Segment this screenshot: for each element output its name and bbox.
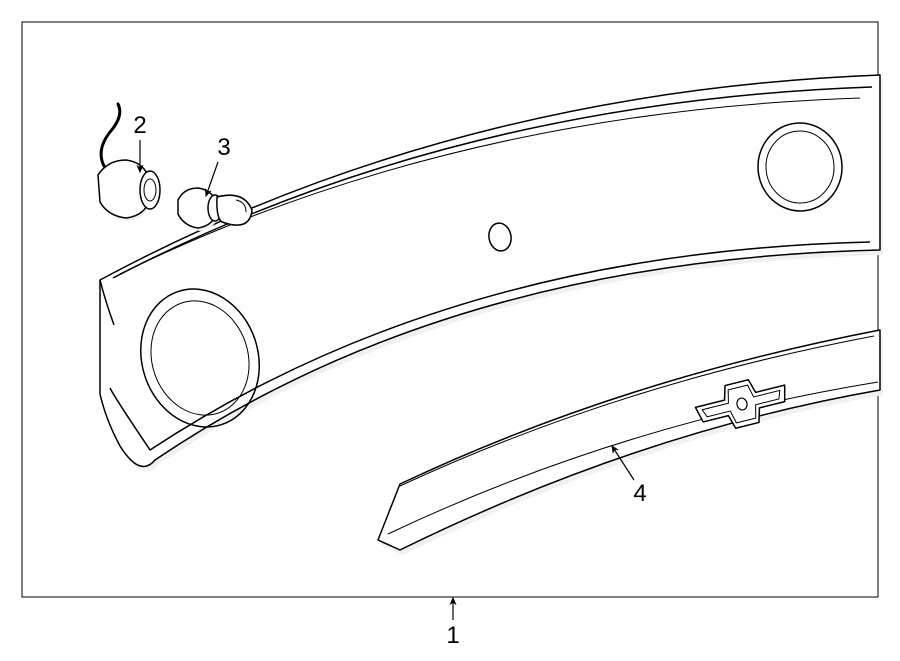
bulb-globe: [217, 195, 252, 225]
callout-label-3: 3: [217, 134, 230, 162]
diagram-stage: 1 2 3 4: [0, 0, 900, 661]
callout-label-1: 1: [446, 622, 459, 650]
callout-label-4: 4: [633, 480, 646, 508]
socket-rim: [140, 171, 160, 209]
part-bulb-socket: [98, 104, 160, 221]
diagram-svg: [0, 0, 900, 661]
callout-leader-3: [206, 162, 218, 196]
part-molding-strip: [378, 330, 883, 555]
socket-wire: [101, 104, 120, 166]
callout-label-2: 2: [133, 112, 146, 140]
